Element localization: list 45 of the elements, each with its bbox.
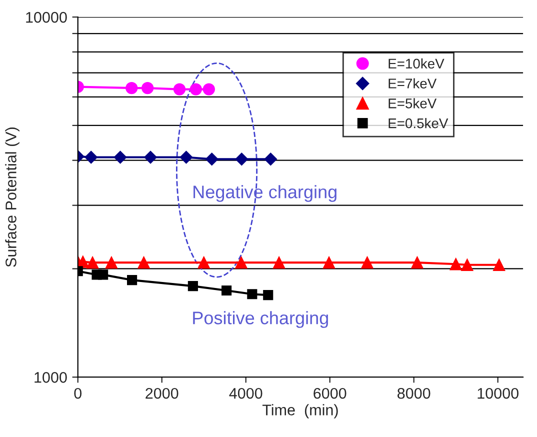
point: [493, 258, 506, 271]
point: [84, 150, 98, 164]
annotation: Positive charging: [193, 311, 328, 328]
point: [138, 256, 150, 269]
point: [235, 256, 248, 269]
point: [205, 152, 218, 166]
y-tick-label: 1000: [34, 372, 67, 383]
point: [202, 83, 215, 96]
point: [222, 285, 232, 296]
point: [190, 83, 202, 96]
point: [126, 82, 138, 94]
point: [461, 258, 474, 271]
point: [411, 256, 424, 269]
y-axis-title: Surface Potential (V): [5, 128, 20, 267]
x-tick-label: 10000: [478, 388, 518, 399]
x-tick-label: 8000: [398, 388, 430, 399]
legend-label: E=5keV: [388, 98, 437, 108]
point: [127, 275, 138, 286]
point: [272, 256, 286, 269]
point: [180, 150, 193, 164]
x-axis-title: Time (min): [262, 404, 338, 418]
annotation: Negative charging: [194, 185, 336, 202]
point: [450, 258, 462, 270]
point: [144, 150, 157, 164]
x-tick-label: 2000: [146, 388, 178, 399]
point: [235, 152, 248, 166]
point: [263, 290, 274, 300]
x-tick-label: 4000: [229, 388, 262, 399]
point: [86, 256, 99, 269]
point: [114, 150, 127, 164]
point: [322, 256, 336, 269]
point: [98, 270, 108, 280]
point: [247, 289, 258, 300]
x-tick-label: 0: [74, 388, 82, 399]
point: [173, 83, 186, 96]
legend-label: E=0.5keV: [388, 118, 448, 128]
point: [264, 152, 278, 166]
point: [105, 256, 118, 269]
point: [142, 82, 154, 94]
point: [361, 256, 374, 269]
point: [188, 281, 198, 292]
legend-label: E=7keV: [388, 78, 437, 88]
point: [198, 256, 210, 269]
x-tick-label: 6000: [314, 388, 346, 399]
legend-label: E=10keV: [388, 58, 444, 69]
